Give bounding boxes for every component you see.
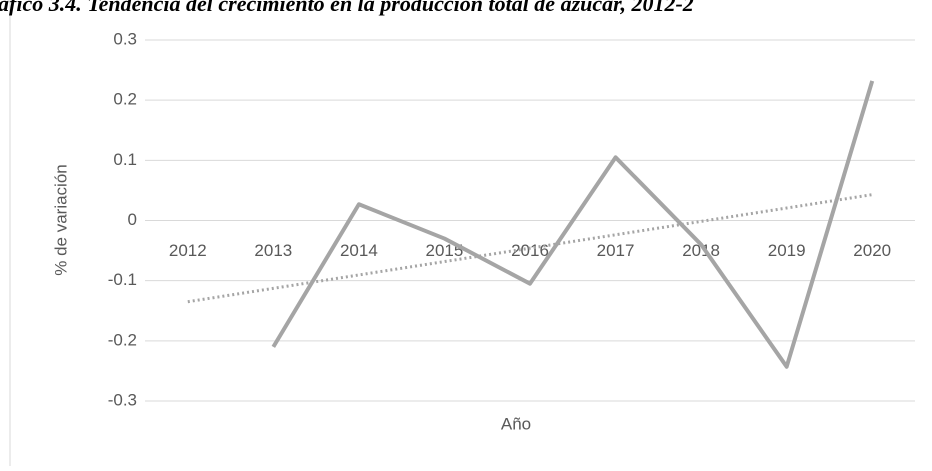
y-tick-label: 0.3 bbox=[113, 29, 137, 48]
y-tick-label: 0.1 bbox=[113, 150, 137, 169]
x-tick-label: 2013 bbox=[254, 241, 292, 260]
y-tick-label: -0.3 bbox=[108, 390, 137, 409]
x-axis-title: Año bbox=[501, 414, 531, 433]
line-series bbox=[271, 80, 875, 369]
x-tick-label: 2017 bbox=[597, 241, 635, 260]
x-tick-label: 2014 bbox=[340, 241, 378, 260]
x-tick-label: 2012 bbox=[169, 241, 207, 260]
x-tick-label: 2016 bbox=[511, 241, 549, 260]
y-tick-label: 0 bbox=[128, 210, 137, 229]
y-tick-label: -0.1 bbox=[108, 270, 137, 289]
chart-frame bbox=[9, 0, 11, 471]
trendline bbox=[187, 193, 873, 304]
x-tick-label: 2019 bbox=[768, 241, 806, 260]
y-tick-label: 0.2 bbox=[113, 90, 137, 109]
x-tick-label: 2020 bbox=[853, 241, 891, 260]
y-tick-label: -0.2 bbox=[108, 330, 137, 349]
chart-title: áfico 3.4. Tendencia del crecimiento en … bbox=[0, 0, 694, 16]
y-axis-title: % de variación bbox=[51, 164, 70, 276]
